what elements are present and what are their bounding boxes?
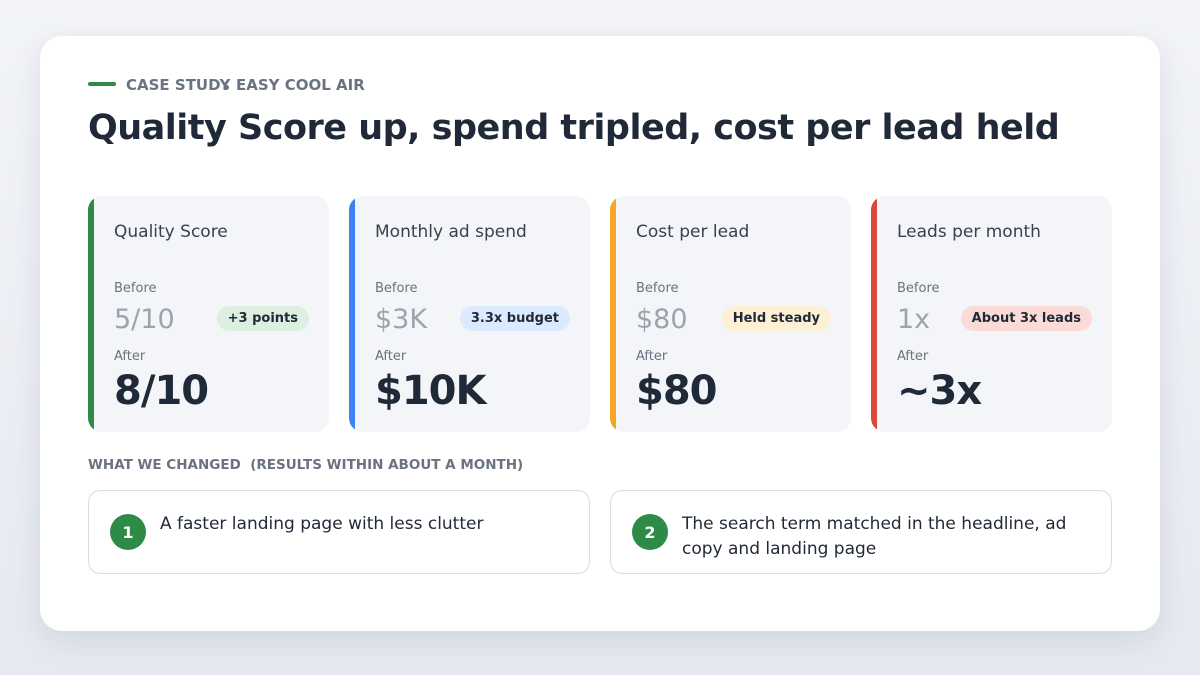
before-value: 5/10 <box>114 304 175 335</box>
item-text: A faster landing page with less clutter <box>160 514 484 534</box>
separator-dot <box>224 85 229 90</box>
change-item: 1 A faster landing page with less clutter <box>88 490 590 574</box>
before-label: Before <box>897 281 940 296</box>
heading-note: (RESULTS WITHIN ABOUT A MONTH) <box>250 457 524 473</box>
after-label: After <box>114 349 146 364</box>
eyebrow: CASE STUDY <box>126 76 231 94</box>
after-label: After <box>636 349 668 364</box>
after-value: 8/10 <box>114 368 209 414</box>
eyebrow-bar <box>88 82 116 86</box>
stat-label: Monthly ad spend <box>375 222 527 242</box>
client-name: EASY COOL AIR <box>236 76 365 94</box>
stat-label: Cost per lead <box>636 222 750 242</box>
before-label: Before <box>114 281 157 296</box>
after-value: $10K <box>375 368 486 414</box>
before-label: Before <box>636 281 679 296</box>
after-label: After <box>897 349 929 364</box>
stat-card: Monthly ad spend Before $3K 3.3x budget Afte… <box>349 196 590 432</box>
before-value: 1x <box>897 304 931 335</box>
stat-label: Leads per month <box>897 222 1041 242</box>
before-value: $80 <box>636 304 688 335</box>
item-number: 2 <box>632 514 668 550</box>
case-study-card: CASE STUDY EASY COOL AIR Quality Score u… <box>40 36 1160 631</box>
after-value: $80 <box>636 368 717 414</box>
item-text: The search term matched in the headline,… <box>682 514 1067 559</box>
stat-card: Cost per lead Before $80 Held steady After $8… <box>610 196 851 432</box>
heading: WHAT WE CHANGED <box>88 457 241 473</box>
change-badge: About 3x leads <box>960 306 1092 331</box>
before-label: Before <box>375 281 418 296</box>
after-label: After <box>375 349 407 364</box>
item-number: 1 <box>110 514 146 550</box>
change-badge: 3.3x budget <box>459 306 570 331</box>
change-item: 2 The search term matched in the headline… <box>610 490 1112 574</box>
title: Quality Score up, spend tripled, cost pe… <box>88 108 1060 148</box>
change-badge: +3 points <box>216 306 309 331</box>
before-value: $3K <box>375 304 428 335</box>
stat-card: Quality Score Before 5/10 +3 points After 8/1… <box>88 196 329 432</box>
stat-card: Leads per month Before 1x About 3x leads Aft… <box>871 196 1112 432</box>
change-badge: Held steady <box>721 306 831 331</box>
after-value: ~3x <box>897 368 982 414</box>
section-heading: WHAT WE CHANGED (RESULTS WITHIN ABOUT A … <box>88 457 523 473</box>
stat-label: Quality Score <box>114 222 228 242</box>
